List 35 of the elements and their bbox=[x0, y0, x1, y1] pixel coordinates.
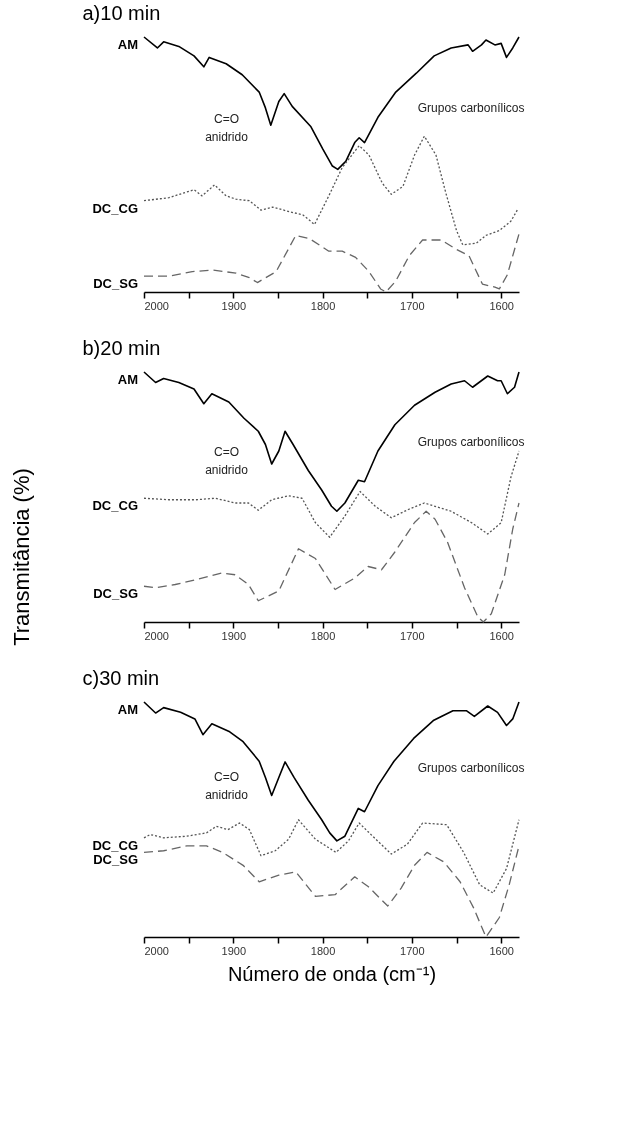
x-tick-label: 1600 bbox=[489, 299, 514, 312]
series-label: DC_SG bbox=[93, 586, 138, 602]
annotation: Grupos carbonílicos bbox=[417, 435, 525, 449]
x-tick-label: 1700 bbox=[400, 629, 425, 642]
annotation: Grupos carbonílicos bbox=[417, 101, 525, 116]
x-tick-label: 2000 bbox=[144, 299, 169, 312]
x-tick-label: 1700 bbox=[400, 944, 425, 957]
x-tick-label: 2000 bbox=[144, 629, 169, 642]
series-label: DC_CG bbox=[92, 498, 138, 514]
chart-title: a)10 min bbox=[82, 2, 161, 25]
x-tick-label: 1700 bbox=[400, 299, 425, 312]
x-tick-label: 1800 bbox=[310, 944, 336, 957]
series-label: DC_SG bbox=[93, 276, 138, 292]
x-tick-label: 2000 bbox=[144, 944, 169, 957]
series-label: AM bbox=[117, 372, 138, 387]
annotation: C=O anidrido bbox=[205, 111, 249, 144]
x-tick-label: 1600 bbox=[489, 944, 514, 957]
annotation: C=O anidrido bbox=[205, 770, 249, 803]
x-tick-label: 1900 bbox=[221, 944, 247, 957]
x-tick-label: 1900 bbox=[221, 629, 247, 642]
annotation: Grupos carbonílicos bbox=[417, 760, 525, 775]
x-tick-label: 1800 bbox=[310, 299, 336, 312]
annotation: C=O anidrido bbox=[205, 445, 249, 477]
chart-title: c)30 min bbox=[82, 667, 160, 690]
x-tick-label: 1900 bbox=[221, 299, 247, 312]
series-label: DC_CG bbox=[92, 837, 138, 853]
series-label: AM bbox=[117, 37, 138, 52]
series-label: AM bbox=[117, 702, 138, 717]
series-label: DC_CG bbox=[92, 200, 138, 216]
series-label: DC_SG bbox=[93, 852, 138, 868]
x-tick-label: 1800 bbox=[310, 629, 336, 642]
chart-title: b)20 min bbox=[82, 337, 161, 360]
y-axis-title: Transmitância (%) bbox=[9, 468, 34, 646]
x-tick-label: 1600 bbox=[489, 629, 514, 642]
x-axis-title: Número de onda (cm⁻¹) bbox=[227, 962, 437, 985]
